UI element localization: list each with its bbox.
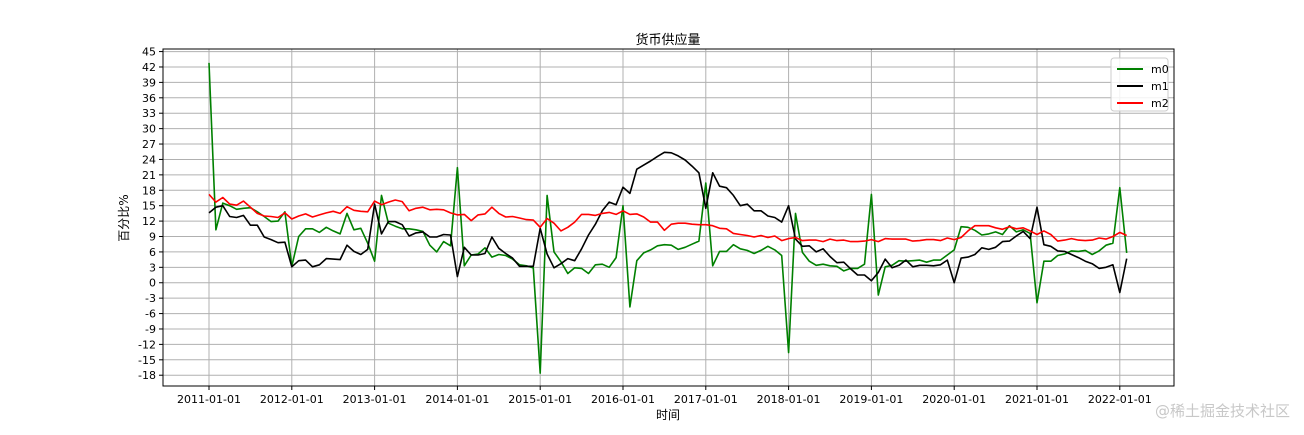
y-tick-label: 0 [149,277,156,290]
y-tick-label: -3 [145,292,156,305]
y-tick-label: 33 [142,107,156,120]
y-tick-label: -6 [145,308,156,321]
watermark: @稀土掘金技术社区 [1155,402,1290,420]
y-tick-label: 39 [142,76,156,89]
legend-box [1110,57,1169,112]
y-tick-label: 45 [142,46,156,59]
x-tick-label: 2021-01-01 [1005,393,1069,406]
y-tick-label: 6 [149,246,156,259]
x-axis: 2011-01-01 2012-01-01 2013-01-01 2014-01-01… [177,386,1152,406]
legend-label-m0: m0 [1151,63,1169,76]
y-tick-label: 18 [142,184,156,197]
y-tick-label: 21 [142,169,156,182]
x-tick-label: 2022-01-01 [1088,393,1152,406]
grid [163,49,1174,386]
series-lines [208,62,1128,375]
legend-label-m1: m1 [1151,80,1169,93]
x-tick-label: 2014-01-01 [425,393,489,406]
y-tick-label: 9 [149,231,156,244]
series-line-m2 [208,193,1128,243]
y-tick-label: 42 [142,61,156,74]
y-tick-label: 12 [142,215,156,228]
y-tick-label: -15 [138,354,156,367]
y-tick-label: -9 [145,323,156,336]
y-tick-label: 3 [149,261,156,274]
y-tick-label: -18 [138,369,156,382]
y-tick-label: -12 [138,338,156,351]
legend: m0 m1 m2 [1110,57,1169,112]
x-axis-label: 时间 [656,408,680,422]
y-tick-label: 15 [142,200,156,213]
series-line-m1 [208,151,1128,294]
x-tick-label: 2019-01-01 [839,393,903,406]
y-tick-label: 36 [142,92,156,105]
y-axis-label: 百分比% [117,194,131,241]
x-tick-label: 2012-01-01 [260,393,324,406]
plot-frame [162,48,1175,387]
x-tick-label: 2017-01-01 [674,393,738,406]
x-tick-label: 2011-01-01 [177,393,241,406]
y-tick-label: 24 [142,153,156,166]
x-tick-label: 2013-01-01 [343,393,407,406]
x-tick-label: 2016-01-01 [591,393,655,406]
x-tick-label: 2018-01-01 [757,393,821,406]
chart-title: 货币供应量 [635,32,700,48]
y-tick-label: 27 [142,138,156,151]
series-line-m0 [208,62,1128,375]
y-tick-label: 30 [142,123,156,136]
legend-label-m2: m2 [1151,97,1169,110]
y-axis: 4542393633302724211815129630-3-6-9-12-15… [138,46,163,382]
x-tick-label: 2015-01-01 [508,393,572,406]
x-tick-label: 2020-01-01 [922,393,986,406]
